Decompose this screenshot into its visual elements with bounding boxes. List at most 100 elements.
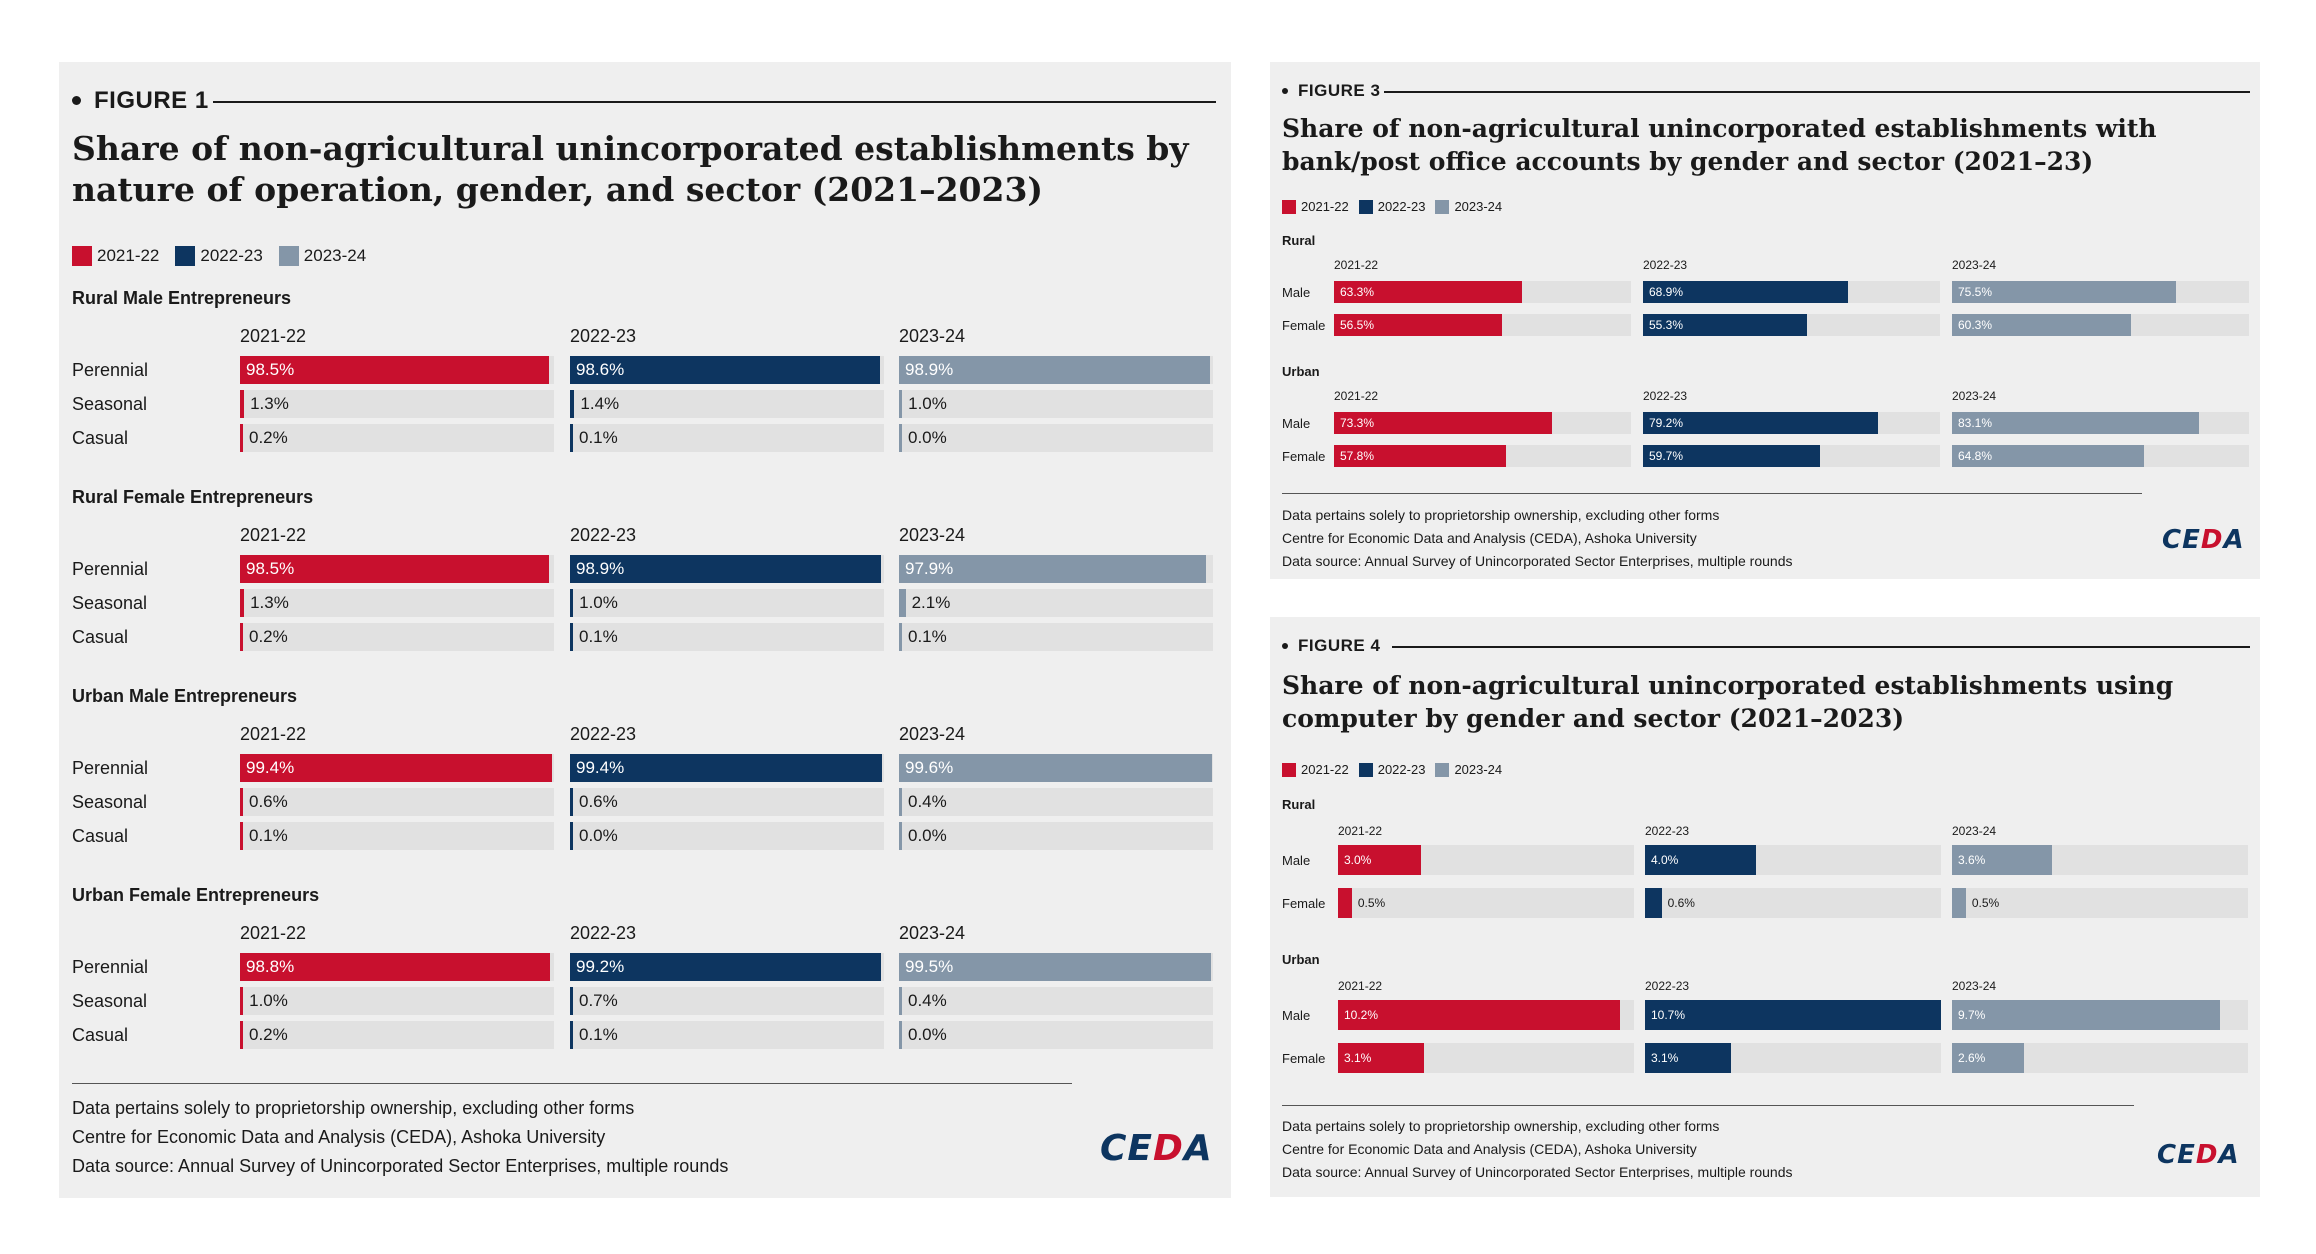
data-label: 0.5%	[1357, 896, 1386, 910]
data-bar	[899, 589, 906, 617]
bar-track: 0.4%	[899, 987, 1213, 1015]
year-label: 2022-23	[570, 724, 637, 744]
legend: 2021-22 2022-23 2023-24	[1282, 199, 1512, 214]
row-label: Perennial	[72, 359, 149, 380]
row-label: Female	[1282, 448, 1326, 464]
data-label: 0.2%	[249, 1025, 288, 1044]
group-title: Rural Male Entrepreneurs	[72, 288, 292, 308]
bar-track: 59.7%	[1643, 445, 1940, 467]
data-label: 3.0%	[1344, 853, 1372, 867]
data-label: 9.7%	[1958, 1008, 1986, 1022]
row-label: Casual	[72, 626, 129, 647]
legend-swatch	[72, 246, 92, 266]
data-label: 2.6%	[1958, 1051, 1986, 1065]
bar-track: 3.6%	[1952, 845, 2248, 875]
data-label: 1.3%	[250, 394, 289, 413]
row-label: Seasonal	[72, 592, 148, 613]
data-label: 10.2%	[1344, 1008, 1379, 1022]
bar-track: 1.4%	[570, 390, 884, 418]
year-label: 2023-24	[1952, 979, 1997, 993]
row-label: Seasonal	[72, 393, 148, 414]
data-label: 0.2%	[249, 428, 288, 447]
data-label: 99.2%	[576, 957, 625, 976]
data-label: 3.6%	[1958, 853, 1986, 867]
data-label: 0.0%	[579, 826, 618, 845]
bar-track: 2.6%	[1952, 1043, 2248, 1073]
bar-track: 0.5%	[1952, 888, 2248, 918]
footer-note: Data source: Annual Survey of Unincorpor…	[1282, 1164, 1793, 1180]
legend-entry: 2022-23	[1358, 199, 1425, 214]
legend-swatch	[1282, 762, 1296, 777]
ceda-logo: CEDA	[1100, 1128, 1213, 1169]
year-label: 2022-23	[1643, 389, 1688, 403]
data-bar	[240, 953, 551, 981]
data-bar	[899, 754, 1212, 782]
group-title: Rural Female Entrepreneurs	[72, 487, 314, 507]
bar-track: 98.5%	[240, 356, 554, 384]
data-label: 57.8%	[1340, 449, 1375, 463]
legend-label: 2021-22	[1301, 762, 1349, 777]
data-bar	[1952, 314, 2132, 336]
bar-track: 1.3%	[240, 390, 554, 418]
legend-swatch	[175, 246, 196, 266]
figure-tag: FIGURE 1	[72, 85, 209, 116]
data-label: 0.5%	[1971, 896, 2000, 910]
data-bar	[1952, 445, 2145, 467]
bar-track: 99.2%	[570, 953, 884, 981]
data-bar	[1338, 1000, 1621, 1030]
data-label: 1.0%	[249, 991, 288, 1010]
logo-text-accent: D	[2200, 525, 2224, 555]
group-title: Urban Female Entrepreneurs	[72, 885, 320, 905]
data-label: 0.7%	[579, 991, 618, 1010]
footer-divider	[1282, 1105, 2134, 1106]
data-bar	[570, 589, 574, 617]
year-label: 2023-24	[1952, 389, 1997, 403]
year-label: 2021-22	[240, 326, 307, 346]
bar-track: 97.9%	[899, 555, 1213, 583]
bar-track: 83.1%	[1952, 412, 2249, 434]
bar-track: 98.5%	[240, 555, 554, 583]
figure-tag-label: FIGURE 4	[1298, 636, 1381, 656]
legend-label: 2023-24	[1454, 199, 1503, 214]
figure-tag-rule	[1384, 91, 2250, 94]
data-label: 75.5%	[1958, 285, 1993, 299]
data-bar	[240, 555, 550, 583]
footer-note: Data source: Annual Survey of Unincorpor…	[72, 1156, 729, 1176]
bar-track: 3.1%	[1338, 1043, 1634, 1073]
bar-track: 68.9%	[1643, 281, 1940, 303]
data-bar	[240, 1021, 243, 1049]
legend-label: 2022-23	[1377, 762, 1426, 777]
row-label: Female	[1282, 1050, 1326, 1066]
row-label: Male	[1282, 415, 1311, 431]
legend-label: 2023-24	[1454, 762, 1503, 777]
bar-track: 0.2%	[240, 623, 554, 651]
data-bar	[570, 822, 573, 850]
data-label: 98.9%	[576, 559, 625, 578]
legend: 2021-22 2022-23 2023-24	[72, 246, 382, 266]
bar-track: 99.4%	[570, 754, 884, 782]
data-bar	[1645, 888, 1662, 918]
data-label: 63.3%	[1340, 285, 1375, 299]
bar-track: 99.6%	[899, 754, 1213, 782]
figure-tag: FIGURE 4	[1282, 635, 1380, 657]
legend-entry: 2023-24	[278, 246, 367, 266]
ceda-logo: CEDA	[2157, 1140, 2240, 1170]
row-label: Female	[1282, 895, 1326, 911]
data-bar	[1645, 1043, 1731, 1073]
data-label: 56.5%	[1340, 318, 1375, 332]
data-bar	[899, 356, 1210, 384]
legend-entry: 2021-22	[1282, 762, 1349, 777]
row-label: Casual	[72, 1024, 129, 1045]
data-bar	[570, 390, 575, 418]
year-label: 2021-22	[240, 525, 307, 545]
legend-label: 2023-24	[303, 246, 367, 265]
data-label: 1.0%	[579, 593, 618, 612]
data-bar	[240, 424, 243, 452]
year-label: 2023-24	[899, 326, 966, 346]
year-label: 2021-22	[240, 923, 307, 943]
data-label: 55.3%	[1649, 318, 1684, 332]
bar-track: 0.0%	[899, 822, 1213, 850]
data-bar	[240, 356, 550, 384]
bar-track: 0.2%	[240, 424, 554, 452]
legend-entry: 2021-22	[1282, 199, 1349, 214]
